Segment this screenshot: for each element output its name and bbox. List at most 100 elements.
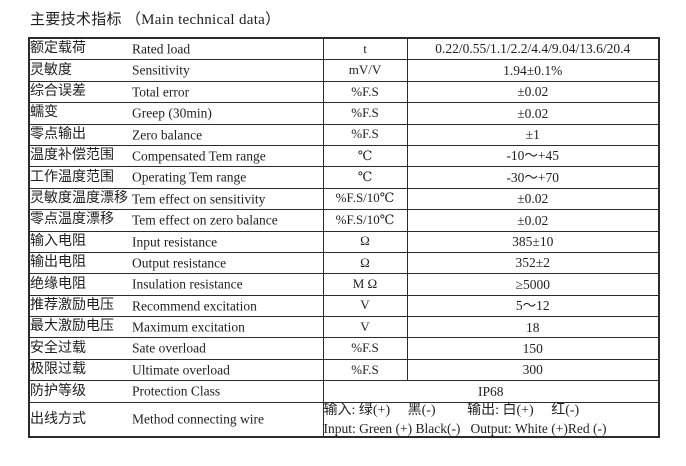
unit-cell: %F.S	[322, 123, 408, 146]
unit-cell: %F.S/10℃	[322, 209, 408, 232]
param-cn: 蠕变	[30, 105, 58, 121]
table-row: 最大激励电压 Maximum excitation V 18	[28, 316, 660, 339]
param-cell: 出线方式 Method connecting wire	[28, 401, 324, 438]
param-en: Operating Tem range	[132, 169, 247, 185]
table-row: 绝缘电阻 Insulation resistance M Ω ≥5000	[28, 273, 660, 296]
value-cell: 1.94±0.1%	[406, 59, 660, 82]
value-cell: 352±2	[406, 251, 660, 275]
value-cell: 0.22/0.55/1.1/2.2/4.4/9.04/13.6/20.4	[406, 37, 660, 61]
param-en: Tem effect on sensitivity	[132, 191, 266, 207]
param-en: Insulation resistance	[132, 276, 243, 292]
unit-cell: V	[322, 294, 408, 318]
param-en: Method connecting wire	[132, 411, 264, 427]
value-cell: ±0.02	[406, 209, 660, 232]
param-cn: 额定载荷	[30, 41, 86, 57]
param-en: Input resistance	[132, 234, 218, 250]
value-cell: ±1	[406, 123, 660, 146]
param-en: Greep (30min)	[132, 105, 212, 121]
unit-cell: ℃	[322, 166, 408, 189]
unit-cell: Ω	[322, 230, 408, 253]
param-cell: 额定载荷 Rated load	[28, 37, 324, 61]
page-title: 主要技术指标 （Main technical data）	[30, 12, 281, 28]
unit-cell: M Ω	[322, 273, 408, 296]
table-row: 输入电阻 Input resistance Ω 385±10	[28, 230, 660, 253]
param-cn: 零点温度漂移	[30, 212, 114, 228]
param-cn: 绝缘电阻	[30, 276, 86, 292]
unit-cell: %F.S/10℃	[322, 187, 408, 211]
unit-cell: %F.S	[322, 337, 408, 360]
param-en: Zero balance	[132, 127, 203, 143]
param-en: Ultimate overload	[132, 362, 230, 378]
param-cell: 灵敏度 Sensitivity	[28, 59, 324, 82]
table-row: 零点输出 Zero balance %F.S ±1	[28, 123, 660, 146]
table-row: 推荐激励电压 Recommend excitation V 5～12	[28, 294, 660, 318]
param-cn: 极限过载	[30, 362, 86, 378]
param-en: Recommend excitation	[132, 298, 257, 314]
param-cell: 灵敏度温度漂移 Tem effect on sensitivity	[28, 187, 324, 211]
param-en: Total error	[132, 84, 190, 100]
param-cell: 安全过载 Sate overload	[28, 337, 324, 360]
table-row-protection-class: 防护等级 Protection Class IP68	[28, 380, 660, 403]
param-cell: 推荐激励电压 Recommend excitation	[28, 294, 324, 318]
wire-value-cell: 输入: 绿(+) 黑(-) 输出: 白(+) 红(-) Input: Green…	[322, 401, 660, 438]
value-cell: ≥5000	[406, 273, 660, 296]
param-cn: 出线方式	[30, 411, 86, 427]
param-cn: 最大激励电压	[30, 319, 114, 335]
value-cell: ±0.02	[406, 187, 660, 211]
param-en: Output resistance	[132, 255, 227, 271]
param-en: Sate overload	[132, 341, 206, 357]
unit-cell: mV/V	[322, 59, 408, 82]
param-cell: 绝缘电阻 Insulation resistance	[28, 273, 324, 296]
param-cell: 防护等级 Protection Class	[28, 380, 324, 403]
param-cell: 温度补偿范围 Compensated Tem range	[28, 144, 324, 168]
table-row: 蠕变 Greep (30min) %F.S ±0.02	[28, 102, 660, 125]
value-cell: -30～+70	[406, 166, 660, 189]
value-cell: ±0.02	[406, 102, 660, 125]
unit-cell: V	[322, 316, 408, 339]
table-row: 安全过载 Sate overload %F.S 150	[28, 337, 660, 360]
param-cell: 输入电阻 Input resistance	[28, 230, 324, 253]
param-cell: 零点输出 Zero balance	[28, 123, 324, 146]
wire-line-cn: 输入: 绿(+) 黑(-) 输出: 白(+) 红(-)	[323, 402, 580, 418]
unit-cell: %F.S	[322, 80, 408, 104]
value-cell: 385±10	[406, 230, 660, 253]
param-cn: 温度补偿范围	[30, 148, 114, 164]
table-row: 灵敏度 Sensitivity mV/V 1.94±0.1%	[28, 59, 660, 82]
table-row: 温度补偿范围 Compensated Tem range ℃ -10～+45	[28, 144, 660, 168]
unit-cell: t	[322, 37, 408, 61]
unit-cell: %F.S	[322, 358, 408, 382]
value-cell: ±0.02	[406, 80, 660, 104]
param-en: Compensated Tem range	[132, 148, 266, 164]
protection-value-cell: IP68	[322, 380, 660, 403]
param-en: Tem effect on zero balance	[132, 212, 278, 228]
param-cn: 推荐激励电压	[30, 297, 114, 313]
value-cell: -10～+45	[406, 144, 660, 168]
param-cell: 蠕变 Greep (30min)	[28, 102, 324, 125]
table-row: 额定载荷 Rated load t 0.22/0.55/1.1/2.2/4.4/9…	[28, 37, 660, 61]
param-cn: 防护等级	[30, 383, 86, 399]
param-en: Protection Class	[132, 383, 221, 399]
table-row-wiring: 出线方式 Method connecting wire 输入: 绿(+) 黑(-)…	[28, 401, 660, 438]
table-row: 输出电阻 Output resistance Ω 352±2	[28, 251, 660, 275]
table-row: 综合误差 Total error %F.S ±0.02	[28, 80, 660, 104]
table-row: 极限过载 Ultimate overload %F.S 300	[28, 358, 660, 382]
param-cell: 综合误差 Total error	[28, 80, 324, 104]
param-cell: 输出电阻 Output resistance	[28, 251, 324, 275]
value-cell: 18	[406, 316, 660, 339]
value-cell: 300	[406, 358, 660, 382]
param-cn: 安全过载	[30, 340, 86, 356]
table-row: 零点温度漂移 Tem effect on zero balance %F.S/10…	[28, 209, 660, 232]
table-row: 灵敏度温度漂移 Tem effect on sensitivity %F.S/10…	[28, 187, 660, 211]
param-cn: 工作温度范围	[30, 169, 114, 185]
param-cn: 灵敏度温度漂移	[30, 191, 128, 207]
value-cell: 5～12	[406, 294, 660, 318]
param-cell: 最大激励电压 Maximum excitation	[28, 316, 324, 339]
unit-cell: ℃	[322, 144, 408, 168]
param-cell: 零点温度漂移 Tem effect on zero balance	[28, 209, 324, 232]
param-en: Rated load	[132, 41, 191, 57]
param-en: Sensitivity	[132, 62, 190, 78]
value-cell: 150	[406, 337, 660, 360]
param-cn: 灵敏度	[30, 62, 72, 78]
param-en: Maximum excitation	[132, 319, 245, 335]
